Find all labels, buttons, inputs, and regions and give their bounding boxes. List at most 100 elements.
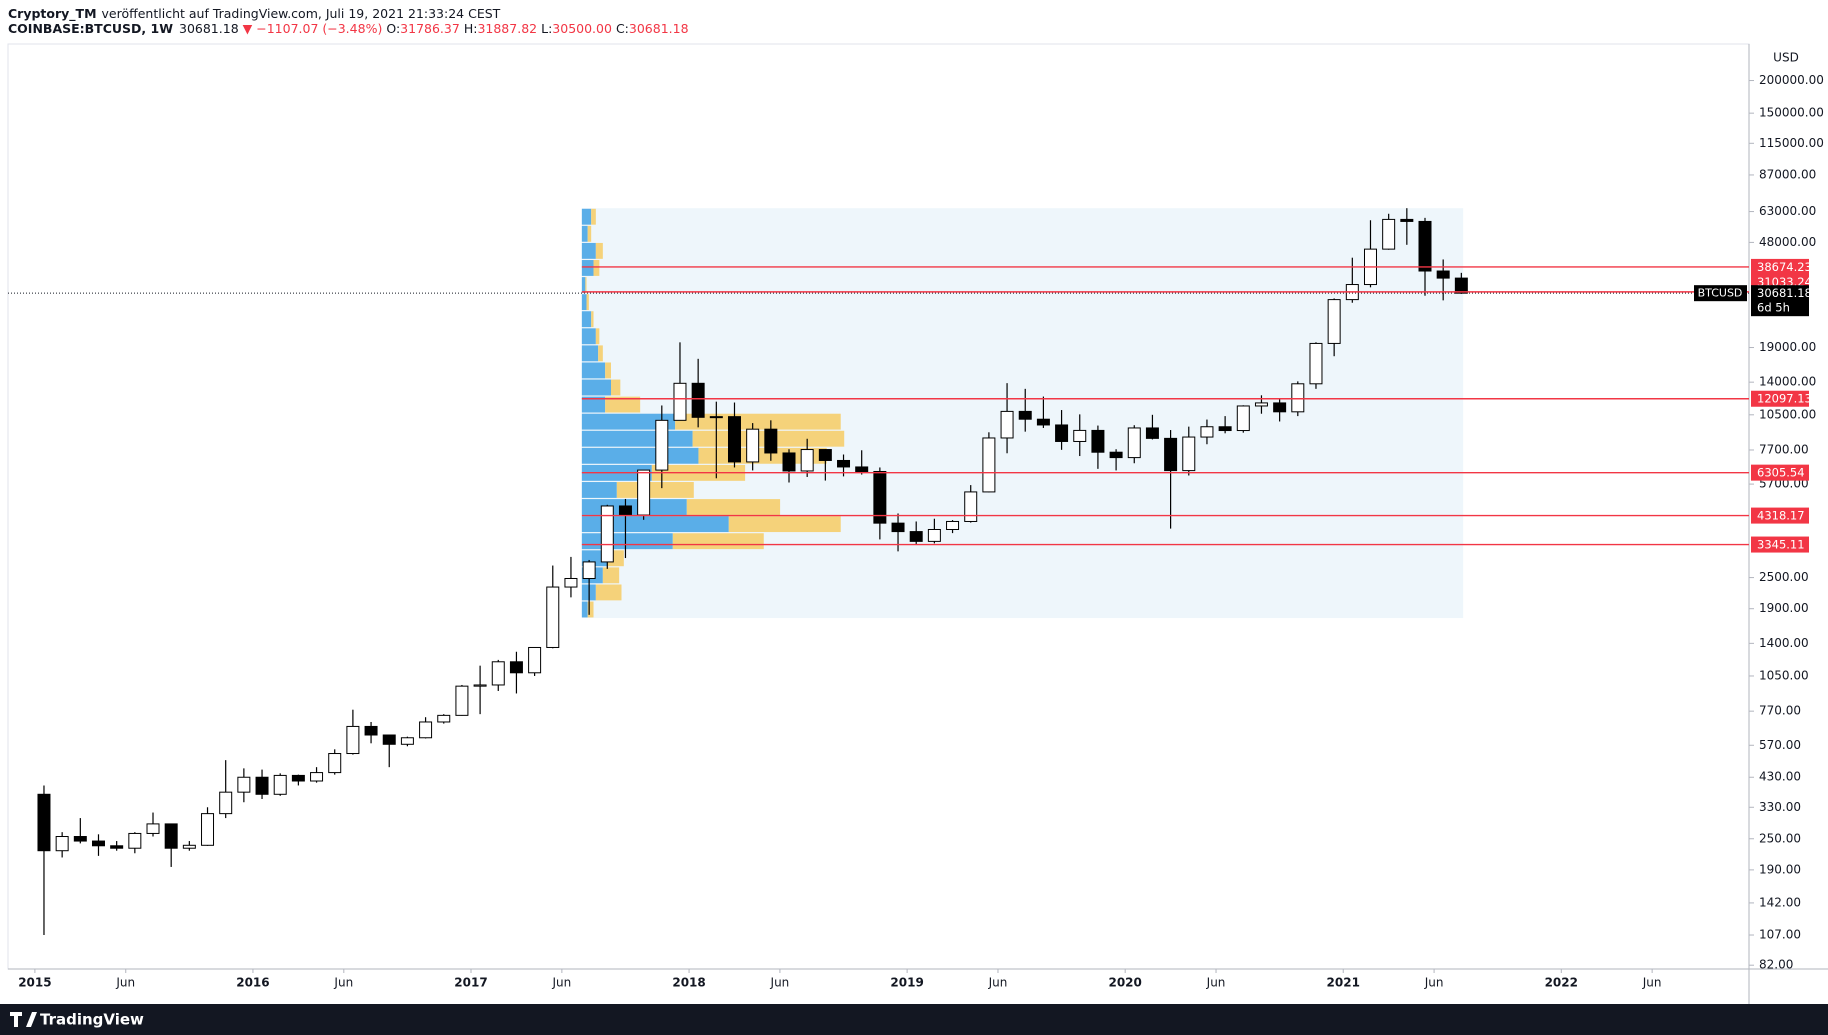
header-line-1: Cryptory_TM veröffentlicht auf TradingVie… (8, 6, 501, 22)
y-tick-label: 2500.00 (1759, 570, 1809, 584)
candle-body (618, 505, 632, 516)
profile-up-bar (581, 379, 612, 396)
ohlc-value: 31887.82 (477, 21, 537, 36)
profile-up-bar (581, 328, 596, 345)
candle-body (927, 528, 941, 542)
candle-body (546, 586, 560, 648)
profile-down-bar (595, 328, 600, 345)
brand-name[interactable]: TradingView (40, 1011, 144, 1029)
price-change: ▼ −1107.07 (−3.48%) (243, 21, 383, 36)
candle-body (1127, 427, 1141, 459)
level-label-box (1751, 536, 1809, 553)
symbol: COINBASE:BTCUSD, 1W (8, 21, 173, 36)
candle-body (55, 836, 69, 852)
candle-body (764, 428, 778, 454)
profile-up-bar (581, 499, 687, 515)
symbol-label-box (1694, 285, 1747, 302)
profile-down-bar (587, 225, 592, 242)
y-tick-label: 14000.00 (1759, 375, 1816, 389)
candle-body (1055, 424, 1069, 442)
countdown-label: 6d 5h (1757, 301, 1790, 315)
candle-body (182, 844, 196, 849)
candle-body (473, 684, 487, 687)
y-tick-label: 1400.00 (1759, 636, 1809, 650)
candle-body (400, 737, 414, 745)
y-tick-label: 10500.00 (1759, 407, 1816, 421)
profile-down-bar (616, 482, 694, 498)
y-tick-label: 82.00 (1759, 958, 1793, 972)
level-label: 38674.23 (1757, 260, 1812, 274)
currency-label: USD (1773, 51, 1799, 65)
candle-body (364, 725, 378, 736)
y-tick-label: 250.00 (1759, 831, 1801, 845)
candle-body (346, 725, 360, 755)
y-tick-label: 1900.00 (1759, 601, 1809, 615)
x-tick-label: Jun (1206, 976, 1226, 990)
y-tick-label: 19000.00 (1759, 340, 1816, 354)
x-tick-label: 2019 (890, 976, 923, 990)
x-tick-label: Jun (333, 976, 353, 990)
candle-body (673, 382, 687, 421)
y-tick-label: 190.00 (1759, 862, 1801, 876)
candle-body (219, 791, 233, 815)
plot-area (8, 208, 1749, 936)
published: veröffentlicht auf TradingView.com, Juli… (102, 6, 501, 21)
x-tick-label: Jun (988, 976, 1008, 990)
candle-body (1073, 429, 1087, 442)
last-price-box (1751, 285, 1809, 317)
candle-body (782, 452, 796, 472)
brand-logo[interactable] (10, 1012, 37, 1027)
candle-body (1218, 426, 1232, 432)
candle-body (291, 774, 305, 782)
y-tick-label: 770.00 (1759, 704, 1801, 718)
candle-body (818, 449, 832, 461)
candle-body (91, 840, 105, 847)
candle-body (1182, 436, 1196, 472)
candle-body (964, 491, 978, 522)
candle-body (1436, 270, 1450, 279)
x-tick-label: 2017 (454, 976, 487, 990)
footer-bar (0, 1004, 1828, 1035)
profile-up-bar (581, 533, 673, 550)
y-tick-label: 48000.00 (1759, 235, 1816, 249)
ohlc-value: 30500.00 (552, 21, 612, 36)
profile-up-bar (581, 430, 693, 447)
candle-body (582, 561, 596, 579)
candle-body (1418, 220, 1432, 272)
level-label-box (1751, 507, 1809, 524)
profile-down-bar (728, 516, 841, 533)
profile-down-bar (595, 242, 603, 259)
y-tick-label: 430.00 (1759, 770, 1801, 784)
candle-body (1291, 383, 1305, 413)
level-label: 3345.11 (1757, 538, 1805, 552)
x-tick-label: Jun (115, 976, 135, 990)
candle-body (800, 449, 814, 472)
symbol-label: BTCUSD (1698, 287, 1743, 300)
candle-body (1309, 342, 1323, 385)
candle-body (1145, 427, 1159, 439)
candle-body (1327, 299, 1341, 344)
y-tick-label: 570.00 (1759, 738, 1801, 752)
ohlc-key: C: (616, 21, 629, 36)
candle-body (1254, 402, 1268, 407)
level-label: 12097.13 (1757, 392, 1812, 406)
candle-body (1091, 429, 1105, 453)
level-label: 4318.17 (1757, 509, 1805, 523)
candle-body (1454, 277, 1468, 294)
ohlc-key: O: (386, 21, 400, 36)
x-tick-label: 2016 (236, 976, 269, 990)
candle-body (273, 774, 287, 795)
candle-body (509, 661, 523, 674)
profile-down-bar (586, 294, 589, 311)
candle-body (855, 466, 869, 472)
candle-body (891, 522, 905, 533)
candle-body (1236, 405, 1250, 432)
profile-down-bar (591, 311, 594, 328)
profile-up-bar (581, 362, 606, 379)
y-tick-label: 200000.00 (1759, 73, 1824, 87)
profile-up-bar (581, 225, 588, 242)
y-tick-label: 63000.00 (1759, 204, 1816, 218)
y-tick-label: 7700.00 (1759, 442, 1809, 456)
candle-body (1200, 426, 1214, 438)
